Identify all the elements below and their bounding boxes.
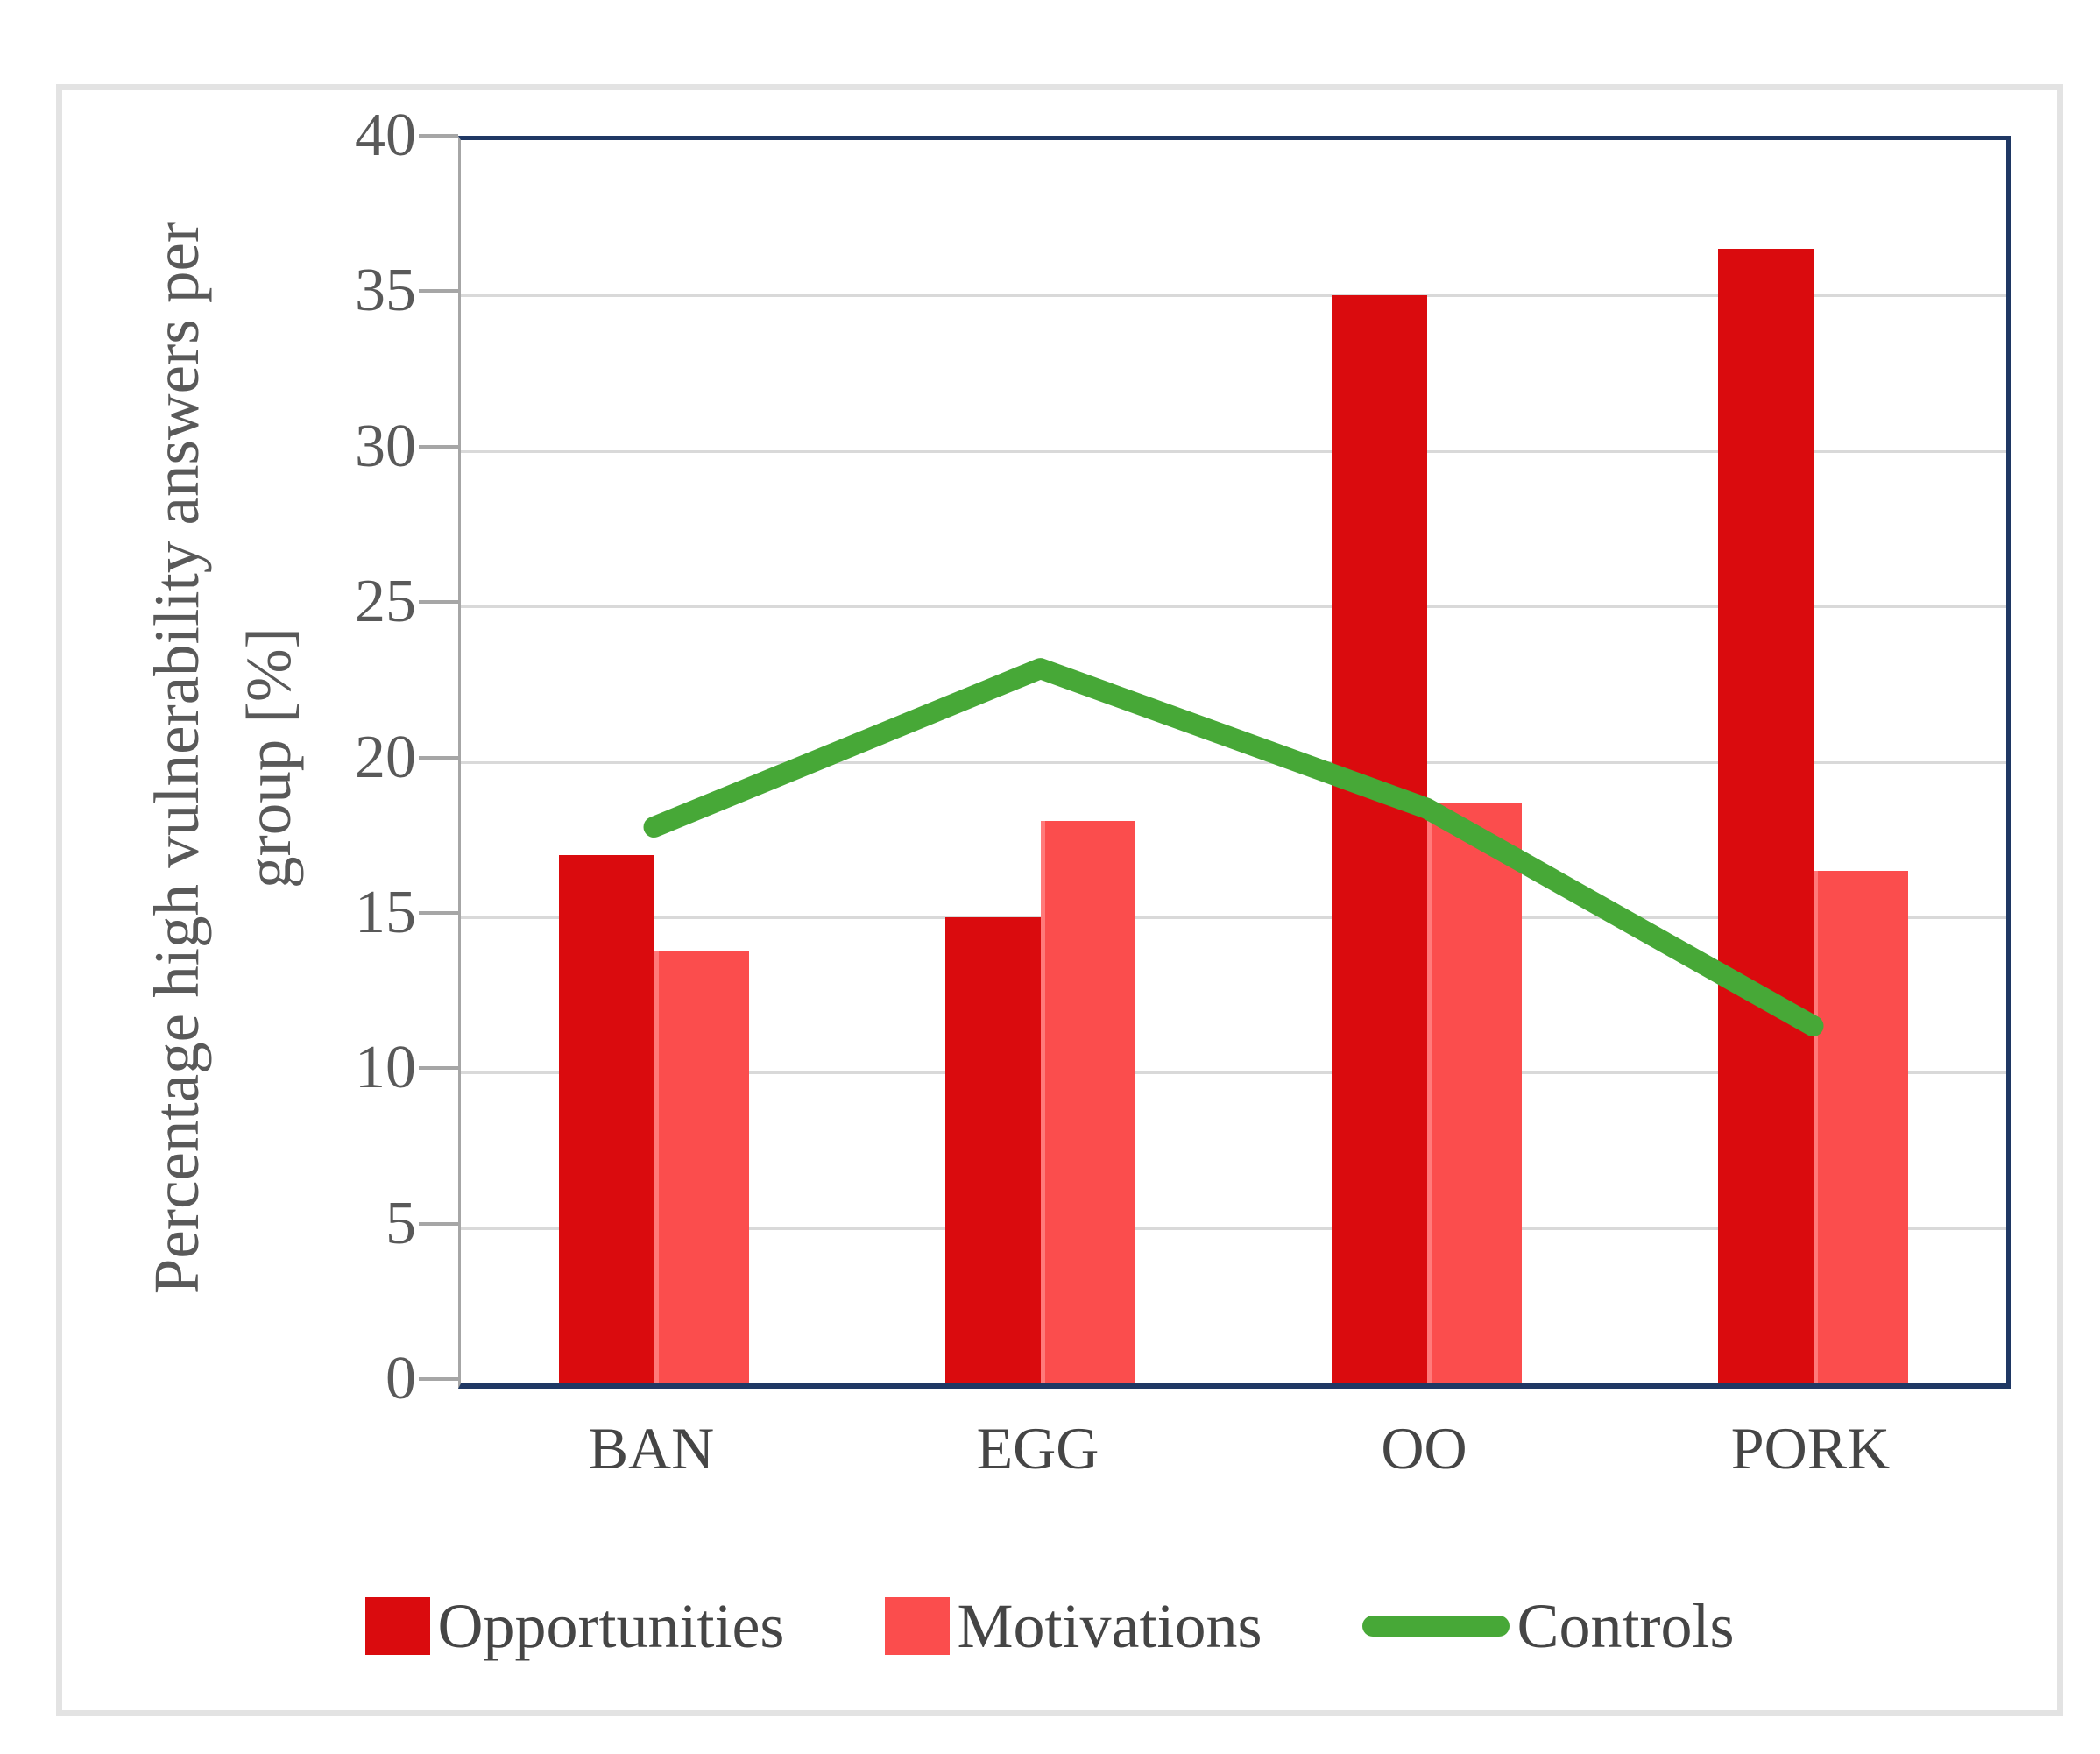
bar-motivations-ban <box>654 951 749 1383</box>
bar-opportunities-oo <box>1332 295 1427 1383</box>
category-slot-ban <box>461 140 847 1383</box>
y-tick-mark-10 <box>419 1066 458 1071</box>
bar-motivations-oo <box>1426 802 1522 1383</box>
legend-item-motivations: Motivations <box>885 1582 1262 1670</box>
gridline-20 <box>461 760 2006 764</box>
legend-label-opportunities: Opportunities <box>437 1590 785 1661</box>
x-axis-label-ban: BAN <box>588 1415 715 1482</box>
bar-opportunities-egg <box>945 916 1041 1383</box>
figure-frame <box>56 84 2063 1716</box>
y-tick-label-15: 15 <box>355 878 416 946</box>
legend-label-motivations: Motivations <box>957 1590 1262 1661</box>
plot-area <box>458 136 2011 1389</box>
y-tick-label-35: 35 <box>355 257 416 325</box>
x-axis-labels: BAN EGG OO PORK <box>458 1409 2004 1488</box>
legend-swatch-motivations <box>885 1596 951 1655</box>
bar-motivations-egg <box>1040 820 1135 1383</box>
legend: Opportunities Motivations Controls <box>0 1575 2100 1676</box>
y-tick-label-40: 40 <box>355 102 416 169</box>
category-slot-egg <box>847 140 1234 1383</box>
bar-opportunities-pork <box>1718 249 1814 1383</box>
y-tick-mark-30 <box>419 444 458 449</box>
legend-swatch-opportunities <box>365 1596 431 1655</box>
y-tick-mark-15 <box>419 910 458 915</box>
y-tick-mark-0 <box>419 1377 458 1381</box>
gridline-10 <box>461 1071 2006 1075</box>
y-tick-mark-40 <box>419 134 458 138</box>
y-tick-label-0: 0 <box>385 1345 416 1412</box>
gridlines <box>461 140 2006 1383</box>
y-axis-title-line-1: Percentage high vulnerability answers pe… <box>141 221 212 1295</box>
y-tick-mark-20 <box>419 755 458 760</box>
legend-item-controls: Controls <box>1362 1582 1735 1670</box>
bar-opportunities-ban <box>559 854 654 1383</box>
category-slot-pork <box>1620 140 2006 1383</box>
gridline-5 <box>461 1227 2006 1230</box>
y-tick-mark-25 <box>419 600 458 605</box>
bar-groups <box>461 140 2006 1383</box>
gridline-25 <box>461 605 2006 609</box>
bar-motivations-pork <box>1813 870 1908 1383</box>
x-axis-label-egg: EGG <box>976 1415 1099 1482</box>
y-tick-label-25: 25 <box>355 568 416 636</box>
y-tick-mark-5 <box>419 1221 458 1226</box>
legend-label-controls: Controls <box>1517 1590 1735 1661</box>
gridline-35 <box>461 294 2006 298</box>
gridline-30 <box>461 449 2006 453</box>
y-tick-mark-35 <box>419 289 458 294</box>
legend-item-opportunities: Opportunities <box>365 1582 784 1670</box>
controls-line <box>643 658 1824 1036</box>
controls-line-path <box>643 658 1824 1036</box>
y-tick-label-20: 20 <box>355 723 416 791</box>
y-tick-label-5: 5 <box>385 1189 416 1257</box>
x-axis-label-oo: OO <box>1381 1415 1467 1482</box>
category-slot-oo <box>1234 140 1620 1383</box>
y-tick-label-30: 30 <box>355 412 416 480</box>
y-tick-label-10: 10 <box>355 1034 416 1102</box>
gridline-15 <box>461 916 2006 919</box>
x-axis-label-pork: PORK <box>1730 1415 1891 1482</box>
legend-line-controls <box>1362 1615 1510 1637</box>
